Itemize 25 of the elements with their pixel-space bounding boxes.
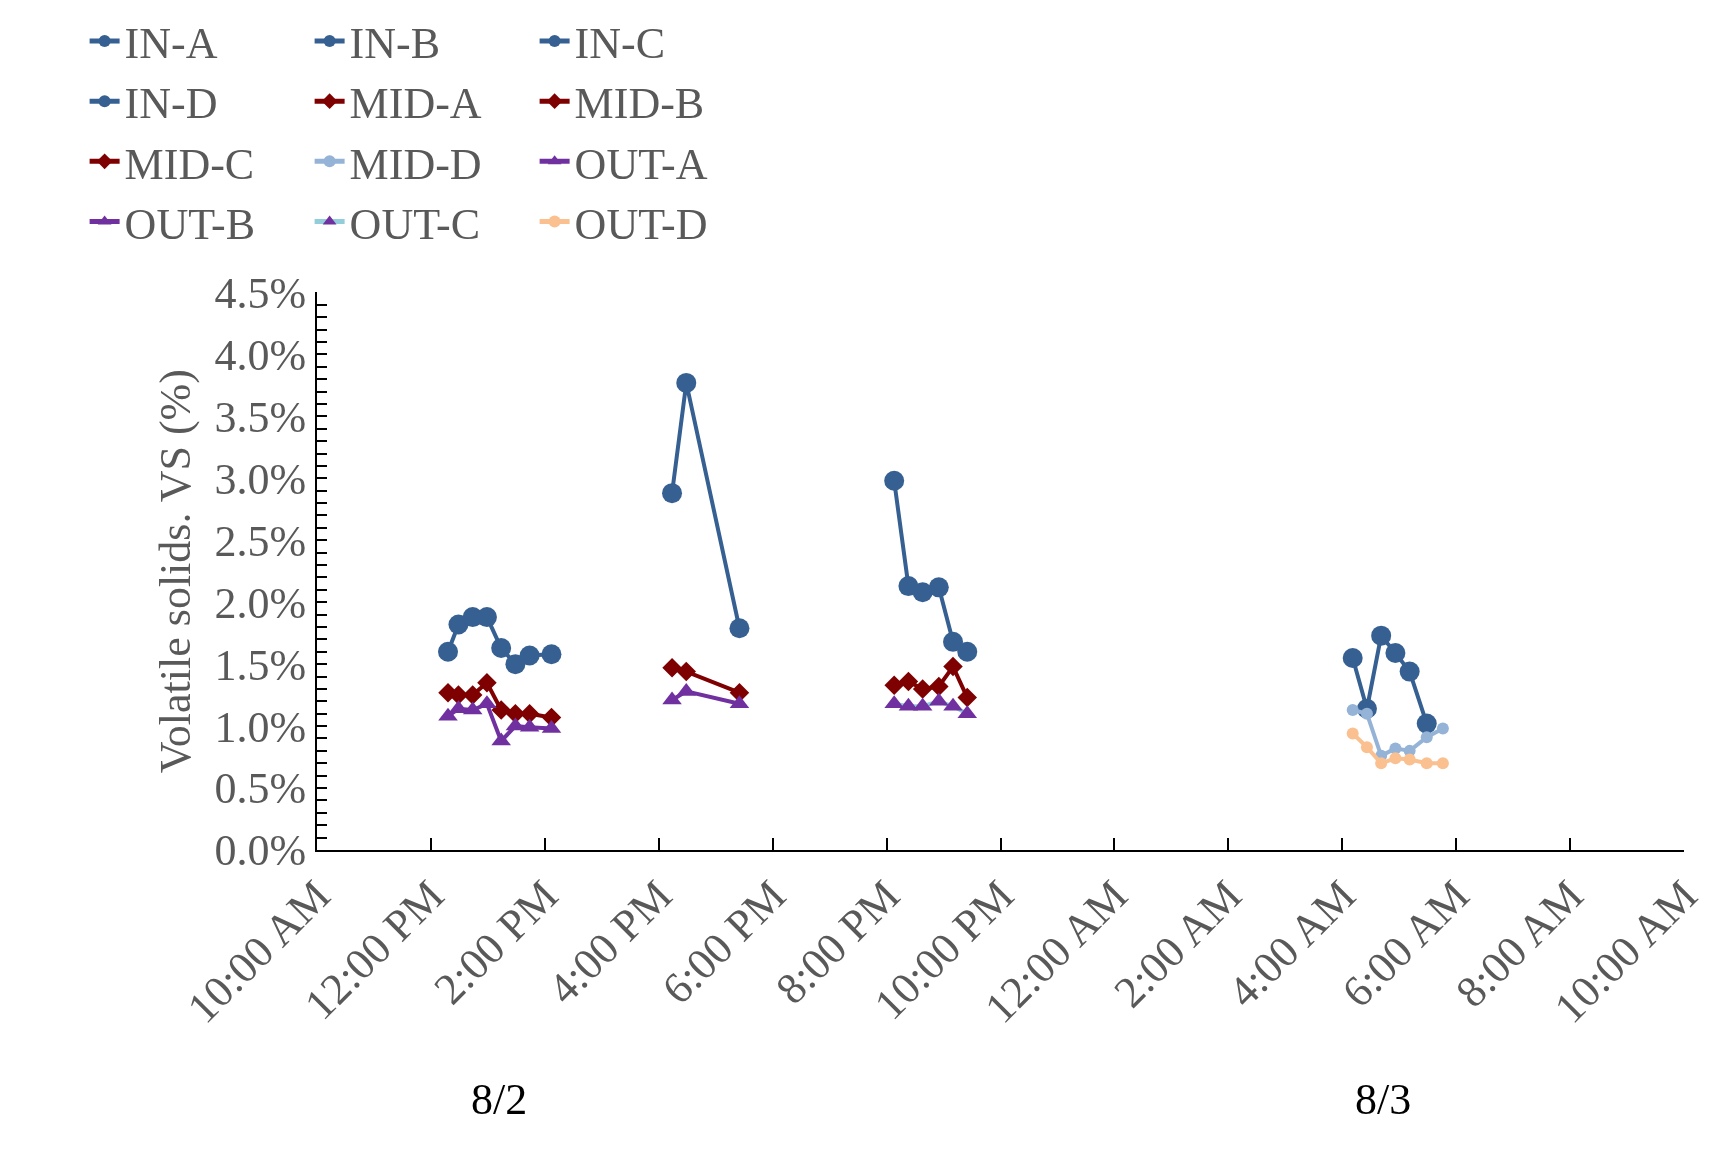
y-tick-label: 3.0% bbox=[214, 454, 307, 504]
legend-label: IN-B bbox=[349, 19, 441, 69]
y-tick-label: 2.5% bbox=[214, 516, 307, 566]
y-tick-label: 0.5% bbox=[214, 764, 307, 814]
legend-label: MID-D bbox=[349, 139, 482, 189]
y-tick-label: 0.0% bbox=[214, 826, 307, 876]
y-tick-label: 2.0% bbox=[214, 578, 307, 628]
y-tick-label: 1.0% bbox=[214, 702, 307, 752]
y-tick-label: 1.5% bbox=[214, 640, 307, 690]
legend-label: MID-C bbox=[124, 139, 255, 189]
y-tick-label: 4.0% bbox=[214, 330, 307, 380]
text: 8/2 bbox=[471, 1075, 528, 1124]
legend-label: OUT-D bbox=[574, 199, 708, 249]
legend-label: IN-A bbox=[124, 19, 218, 69]
legend-label: IN-C bbox=[574, 19, 666, 69]
y-tick-label: 3.5% bbox=[214, 392, 307, 442]
legend-label: IN-D bbox=[124, 79, 218, 129]
legend-label: OUT-C bbox=[349, 199, 480, 249]
legend-label: MID-A bbox=[349, 79, 482, 129]
legend-label: OUT-A bbox=[574, 139, 708, 189]
legend-label: OUT-B bbox=[124, 199, 255, 249]
y-axis-title: Volatile solids. VS (%) bbox=[151, 369, 201, 774]
text: 8/3 bbox=[1355, 1075, 1412, 1124]
legend-label: MID-B bbox=[574, 79, 705, 129]
y-tick-label: 4.5% bbox=[214, 268, 307, 318]
